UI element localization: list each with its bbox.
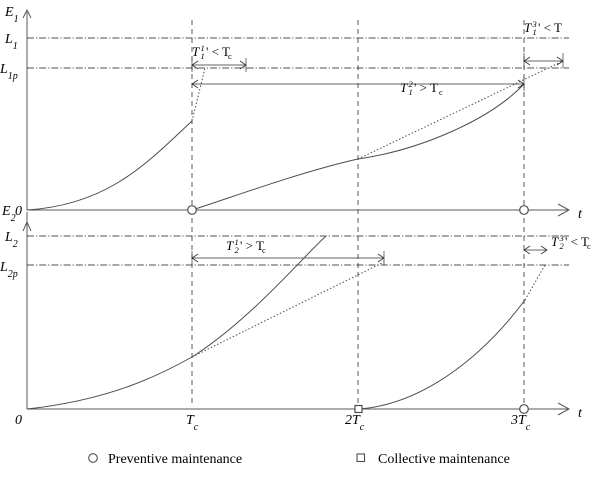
svg-text:1: 1	[201, 43, 205, 53]
svg-text:c: c	[228, 51, 232, 61]
svg-text:3: 3	[559, 233, 564, 243]
svg-text:0: 0	[15, 413, 22, 428]
svg-text:' < T: ' < T	[206, 44, 230, 59]
svg-text:' < T: ' < T	[538, 20, 562, 35]
svg-text:c: c	[439, 87, 443, 97]
svg-text:3: 3	[532, 19, 537, 29]
svg-text:1: 1	[235, 237, 239, 247]
svg-text:T: T	[551, 234, 559, 249]
svg-text:c: c	[587, 241, 591, 251]
svg-text:' < T: ' < T	[565, 234, 589, 249]
svg-text:c: c	[262, 245, 266, 255]
svg-text:T: T	[226, 238, 234, 253]
svg-text:Collective maintenance: Collective maintenance	[378, 452, 510, 467]
svg-text:T: T	[524, 20, 532, 35]
svg-text:T: T	[400, 80, 408, 95]
svg-text:Preventive maintenance: Preventive maintenance	[108, 452, 242, 467]
svg-text:' > T: ' > T	[414, 80, 438, 95]
svg-text:T: T	[192, 44, 200, 59]
svg-text:0: 0	[15, 204, 22, 219]
svg-text:' > T: ' > T	[240, 238, 264, 253]
